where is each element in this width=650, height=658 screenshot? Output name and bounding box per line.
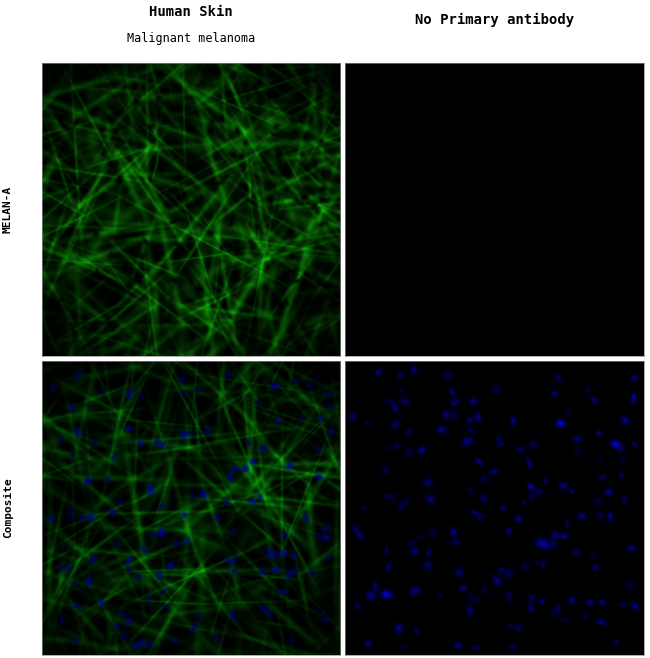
Text: MELAN-A: MELAN-A [3, 186, 13, 233]
Text: No Primary antibody: No Primary antibody [415, 13, 574, 28]
Text: Composite: Composite [3, 478, 13, 538]
Text: Human Skin: Human Skin [150, 5, 233, 19]
Text: Malignant melanoma: Malignant melanoma [127, 32, 255, 45]
